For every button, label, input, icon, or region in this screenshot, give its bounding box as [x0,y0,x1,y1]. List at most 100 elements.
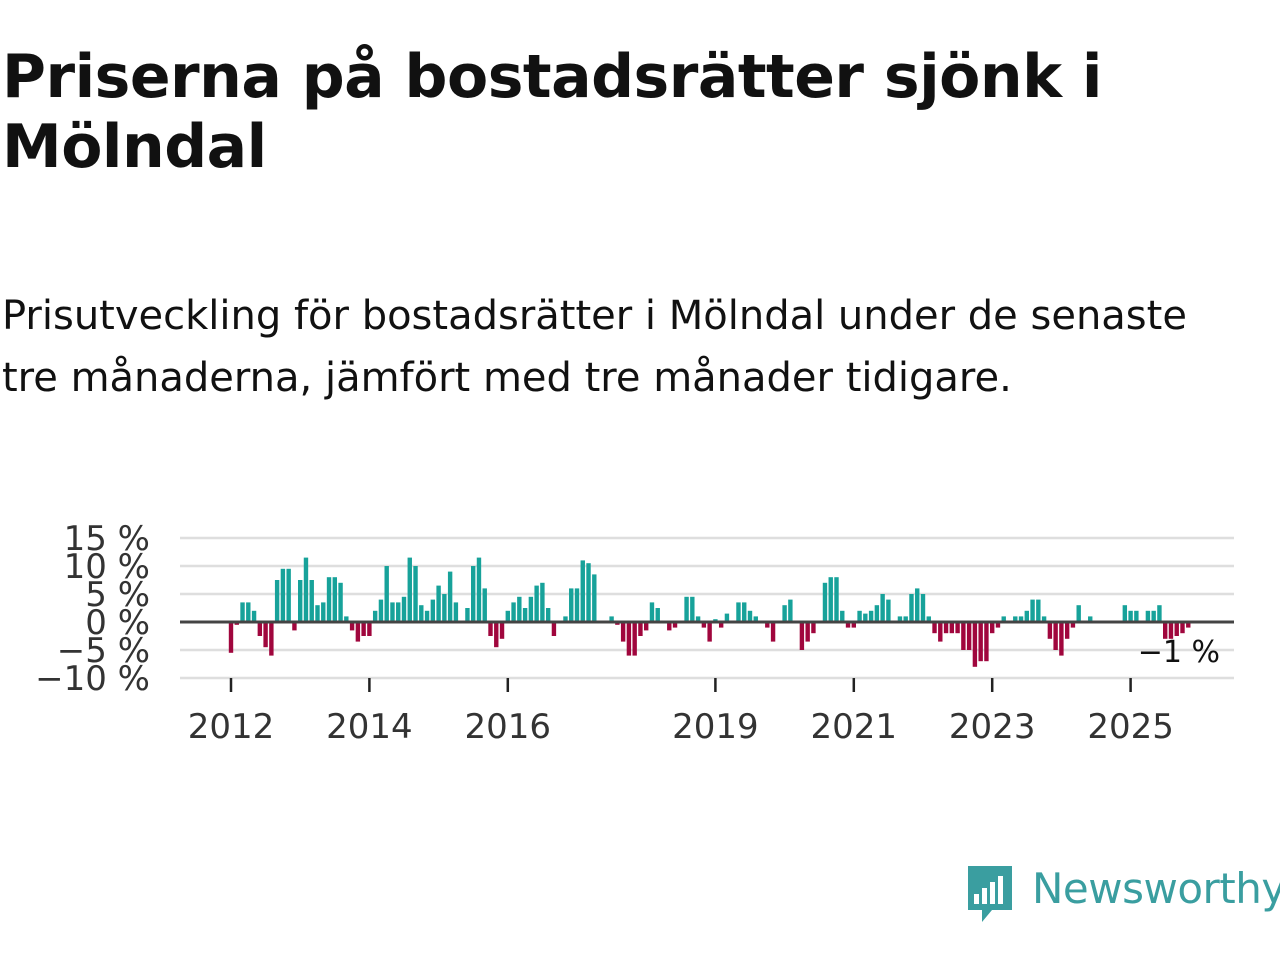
y-tick-label: −5 % [57,631,150,671]
bar [424,610,430,622]
bar [1163,622,1168,639]
bar [938,622,943,642]
bar [886,599,891,622]
bar [782,605,787,622]
bar [367,622,372,636]
bar [240,602,245,622]
x-tick-label: 2014 [326,707,413,747]
bar [309,580,314,622]
bar [1128,610,1133,622]
latest-value-label: −1 % [1138,635,1220,670]
bar [292,622,297,631]
bar [563,616,568,622]
x-tick-label: 2021 [811,707,898,747]
bar [326,577,332,622]
bar [915,588,920,622]
bar [707,622,712,642]
x-tick-label: 2025 [1087,707,1174,747]
x-tick-label: 2019 [672,707,759,747]
bar [649,602,655,622]
bar [638,622,643,636]
bar [269,622,274,656]
bar [978,622,983,662]
y-tick-label: −10 % [35,659,150,699]
bar [332,577,337,622]
x-tick-label: 2016 [465,707,552,747]
bar [903,616,908,622]
bar [1041,616,1047,622]
bar [361,622,366,636]
bar [372,610,378,622]
bar [436,585,441,622]
bar [1145,610,1151,622]
bar [430,599,436,622]
bar [932,622,937,634]
bar [966,622,972,650]
bar [995,622,1001,628]
bar [620,622,626,642]
y-tick-label: 10 % [64,547,150,587]
x-tick-label: 2012 [188,707,275,747]
bar [851,622,856,628]
bar [349,622,355,631]
bar [586,563,591,622]
brand-name: Newsworthy [1032,864,1280,913]
bar [961,622,966,650]
bar [263,622,268,648]
bar [747,610,753,622]
bar [1157,605,1162,622]
bar [701,622,707,628]
bar [822,582,828,622]
bar [1168,622,1174,639]
bar [765,622,770,628]
bar [897,616,903,622]
bar [551,622,557,636]
bar [644,622,649,631]
bar [609,616,614,622]
bar [834,577,839,622]
bar [517,596,522,622]
bar [447,571,453,622]
bar [943,622,949,634]
bar [465,608,470,622]
bar [1036,599,1041,622]
bar [1174,622,1179,636]
y-tick-label: 0 % [85,603,150,643]
bar [1030,599,1035,622]
bar [1001,616,1006,622]
bar [788,599,793,622]
bar [926,616,931,622]
bar [724,613,730,622]
bar [344,616,349,622]
x-axis: 2012 2014 2016 2019 2021 2023 2025 [188,678,1174,747]
bar [540,582,545,622]
bar [246,602,251,622]
bar [298,580,303,622]
y-tick-label: 15 % [64,519,150,559]
bar [753,616,758,622]
bar [453,602,459,622]
bar [1122,605,1128,622]
bar [396,602,401,622]
y-tick-label: 5 % [85,575,150,615]
bar [984,622,989,662]
bar [384,566,389,622]
bar [315,605,320,622]
bar [632,622,637,656]
bar [840,610,845,622]
bar [626,622,632,656]
bar [1013,616,1018,622]
x-tick-label: 2023 [949,707,1036,747]
bar [672,622,678,628]
bar [828,577,833,622]
bar [1180,622,1185,634]
bar [1134,610,1139,622]
bar [442,594,447,622]
bar [718,622,724,628]
bars [228,557,1191,667]
bar [805,622,810,642]
gridlines [180,536,1234,680]
bar [690,596,695,622]
bar [251,610,257,622]
bar [592,574,597,622]
